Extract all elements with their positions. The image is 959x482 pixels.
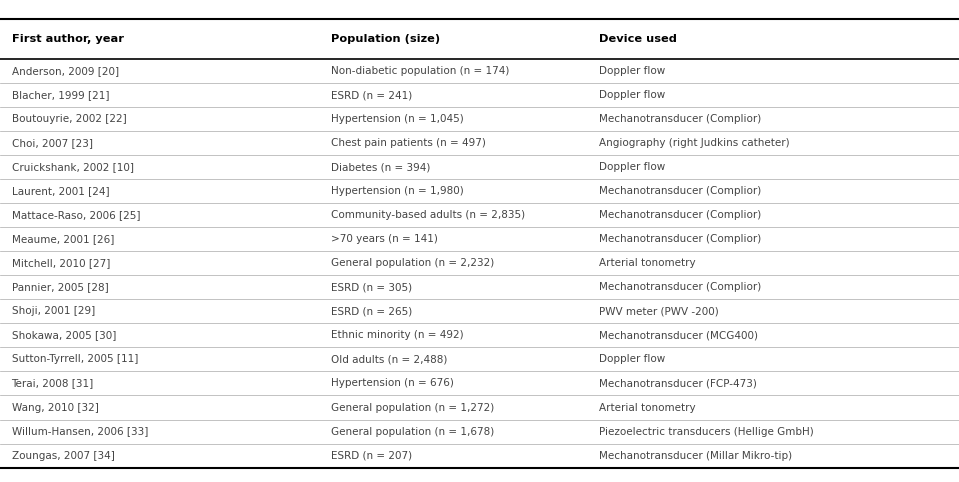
Text: PWV meter (PWV -200): PWV meter (PWV -200) <box>599 307 719 317</box>
Text: Pannier, 2005 [28]: Pannier, 2005 [28] <box>12 282 108 293</box>
Text: Doppler flow: Doppler flow <box>599 354 666 364</box>
Text: ESRD (n = 207): ESRD (n = 207) <box>331 451 412 460</box>
Text: Hypertension (n = 1,980): Hypertension (n = 1,980) <box>331 187 463 196</box>
Text: ESRD (n = 241): ESRD (n = 241) <box>331 90 412 100</box>
Text: Sutton-Tyrrell, 2005 [11]: Sutton-Tyrrell, 2005 [11] <box>12 354 138 364</box>
Text: Cruickshank, 2002 [10]: Cruickshank, 2002 [10] <box>12 162 133 173</box>
Text: Piezoelectric transducers (Hellige GmbH): Piezoelectric transducers (Hellige GmbH) <box>599 427 814 437</box>
Text: Shokawa, 2005 [30]: Shokawa, 2005 [30] <box>12 331 116 340</box>
Text: Choi, 2007 [23]: Choi, 2007 [23] <box>12 138 92 148</box>
Text: General population (n = 1,678): General population (n = 1,678) <box>331 427 494 437</box>
Text: Mechanotransducer (MCG400): Mechanotransducer (MCG400) <box>599 331 759 340</box>
Text: Doppler flow: Doppler flow <box>599 90 666 100</box>
Text: Doppler flow: Doppler flow <box>599 162 666 173</box>
Text: Terai, 2008 [31]: Terai, 2008 [31] <box>12 378 94 388</box>
Text: Hypertension (n = 676): Hypertension (n = 676) <box>331 378 454 388</box>
Text: Laurent, 2001 [24]: Laurent, 2001 [24] <box>12 187 109 196</box>
Text: Mattace-Raso, 2006 [25]: Mattace-Raso, 2006 [25] <box>12 210 140 220</box>
Text: Shoji, 2001 [29]: Shoji, 2001 [29] <box>12 307 95 317</box>
Text: Diabetes (n = 394): Diabetes (n = 394) <box>331 162 431 173</box>
Text: First author, year: First author, year <box>12 34 124 44</box>
Text: Doppler flow: Doppler flow <box>599 67 666 76</box>
Text: ESRD (n = 305): ESRD (n = 305) <box>331 282 412 293</box>
Text: Arterial tonometry: Arterial tonometry <box>599 258 696 268</box>
Text: Angiography (right Judkins catheter): Angiography (right Judkins catheter) <box>599 138 790 148</box>
Text: Mechanotransducer (Millar Mikro-tip): Mechanotransducer (Millar Mikro-tip) <box>599 451 792 460</box>
Text: General population (n = 2,232): General population (n = 2,232) <box>331 258 494 268</box>
Text: Ethnic minority (n = 492): Ethnic minority (n = 492) <box>331 331 463 340</box>
Text: Population (size): Population (size) <box>331 34 440 44</box>
Text: Mechanotransducer (Complior): Mechanotransducer (Complior) <box>599 187 761 196</box>
Text: Device used: Device used <box>599 34 677 44</box>
Text: Non-diabetic population (n = 174): Non-diabetic population (n = 174) <box>331 67 509 76</box>
Text: Mitchell, 2010 [27]: Mitchell, 2010 [27] <box>12 258 110 268</box>
Text: Mechanotransducer (FCP-473): Mechanotransducer (FCP-473) <box>599 378 758 388</box>
Text: Blacher, 1999 [21]: Blacher, 1999 [21] <box>12 90 109 100</box>
Text: Mechanotransducer (Complior): Mechanotransducer (Complior) <box>599 114 761 124</box>
Text: Old adults (n = 2,488): Old adults (n = 2,488) <box>331 354 447 364</box>
Text: Community-based adults (n = 2,835): Community-based adults (n = 2,835) <box>331 210 525 220</box>
Text: Chest pain patients (n = 497): Chest pain patients (n = 497) <box>331 138 485 148</box>
Text: Willum-Hansen, 2006 [33]: Willum-Hansen, 2006 [33] <box>12 427 148 437</box>
Text: Wang, 2010 [32]: Wang, 2010 [32] <box>12 402 99 413</box>
Text: Mechanotransducer (Complior): Mechanotransducer (Complior) <box>599 210 761 220</box>
Text: Anderson, 2009 [20]: Anderson, 2009 [20] <box>12 67 119 76</box>
Text: Hypertension (n = 1,045): Hypertension (n = 1,045) <box>331 114 463 124</box>
Text: Boutouyrie, 2002 [22]: Boutouyrie, 2002 [22] <box>12 114 127 124</box>
Text: Zoungas, 2007 [34]: Zoungas, 2007 [34] <box>12 451 114 460</box>
Text: General population (n = 1,272): General population (n = 1,272) <box>331 402 494 413</box>
Text: >70 years (n = 141): >70 years (n = 141) <box>331 234 437 244</box>
Text: Mechanotransducer (Complior): Mechanotransducer (Complior) <box>599 282 761 293</box>
Text: Mechanotransducer (Complior): Mechanotransducer (Complior) <box>599 234 761 244</box>
Text: Meaume, 2001 [26]: Meaume, 2001 [26] <box>12 234 114 244</box>
Text: Arterial tonometry: Arterial tonometry <box>599 402 696 413</box>
Text: ESRD (n = 265): ESRD (n = 265) <box>331 307 412 317</box>
